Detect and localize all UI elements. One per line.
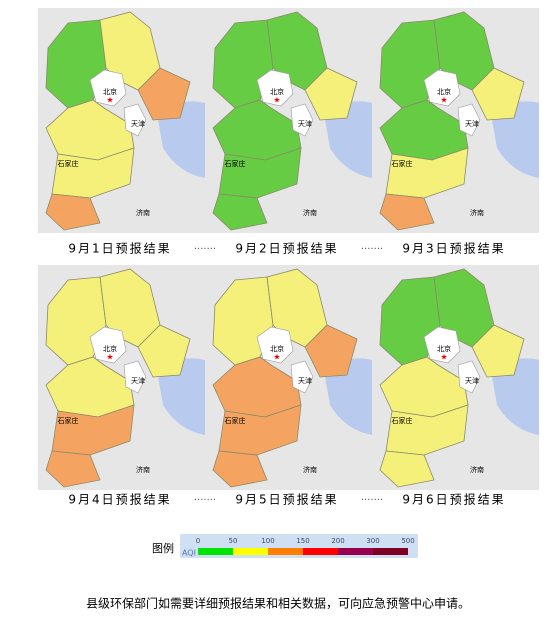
star: ★ [440,353,447,362]
region [304,324,358,378]
city-label: 天津 [298,120,312,128]
star: ★ [273,96,280,105]
tianjin-area [123,103,147,137]
separator: ······· [361,244,383,255]
sea [323,101,372,178]
tianjin-area [123,360,147,394]
legend-tick: 150 [296,537,309,545]
sea [490,358,539,435]
legend-tick: 100 [261,537,274,545]
region [379,193,435,231]
city-label: 石家庄 [225,416,246,425]
region [137,324,191,378]
legend-tick: 0 [196,537,200,545]
city-label: 天津 [465,120,479,128]
beijing-area [256,69,294,107]
city-label: 济南 [470,465,484,474]
separator: ······· [361,495,383,506]
separator: ······· [194,495,216,506]
city-label: 济南 [470,208,484,217]
city-label: 石家庄 [392,159,413,168]
region [45,193,101,231]
city-label: 石家庄 [58,416,79,425]
city-label: 北京 [103,87,117,96]
map-caption: 9月2日预报结果 [235,241,338,256]
legend-swatch [373,548,408,555]
city-label: 石家庄 [58,159,79,168]
region [471,324,525,378]
map-caption: 9月1日预报结果 [68,241,171,256]
map-caption: 9月5日预报结果 [235,492,338,507]
tianjin-area [290,360,314,394]
city-label: 济南 [136,208,150,217]
city-label: 天津 [465,377,479,385]
legend-title: 图例 [152,541,174,555]
beijing-area [256,326,294,364]
city-label: 北京 [270,344,284,353]
city-label: 石家庄 [225,159,246,168]
city-label: 天津 [131,377,145,385]
region [45,450,101,488]
region [212,193,268,231]
sea [490,101,539,178]
legend-tick: 200 [331,537,344,545]
region [471,67,525,121]
tianjin-area [290,103,314,137]
footer: 县级环保部门如需要详细预报结果和相关数据，可向应急预警中心申请。 [86,596,470,611]
city-label: 济南 [303,465,317,474]
tianjin-area [457,103,481,137]
city-label: 济南 [303,208,317,217]
legend-swatch [338,548,373,555]
city-label: 北京 [437,87,451,96]
sea [156,101,205,178]
star: ★ [106,96,113,105]
map-caption: 9月3日预报结果 [402,241,505,256]
beijing-area [423,326,461,364]
region [379,450,435,488]
star: ★ [273,353,280,362]
tianjin-area [457,360,481,394]
city-label: 济南 [136,465,150,474]
star: ★ [106,353,113,362]
legend-swatch [233,548,268,555]
legend-tick: 500 [401,537,414,545]
city-label: 北京 [270,87,284,96]
legend-swatch [303,548,338,555]
beijing-area [89,326,127,364]
legend-tick: 300 [366,537,379,545]
star: ★ [440,96,447,105]
region [212,450,268,488]
sea [156,358,205,435]
city-label: 北京 [437,344,451,353]
sea [323,358,372,435]
city-label: 天津 [131,120,145,128]
legend-swatch [268,548,303,555]
region [137,67,191,121]
city-label: 石家庄 [392,416,413,425]
beijing-area [89,69,127,107]
city-label: 北京 [103,344,117,353]
city-label: 天津 [298,377,312,385]
region [304,67,358,121]
legend-tick: 50 [229,537,238,545]
legend-axis-label: AQI [182,549,196,558]
map-caption: 9月6日预报结果 [402,492,505,507]
legend-swatch [198,548,233,555]
separator: ······· [194,244,216,255]
beijing-area [423,69,461,107]
map-caption: 9月4日预报结果 [68,492,171,507]
